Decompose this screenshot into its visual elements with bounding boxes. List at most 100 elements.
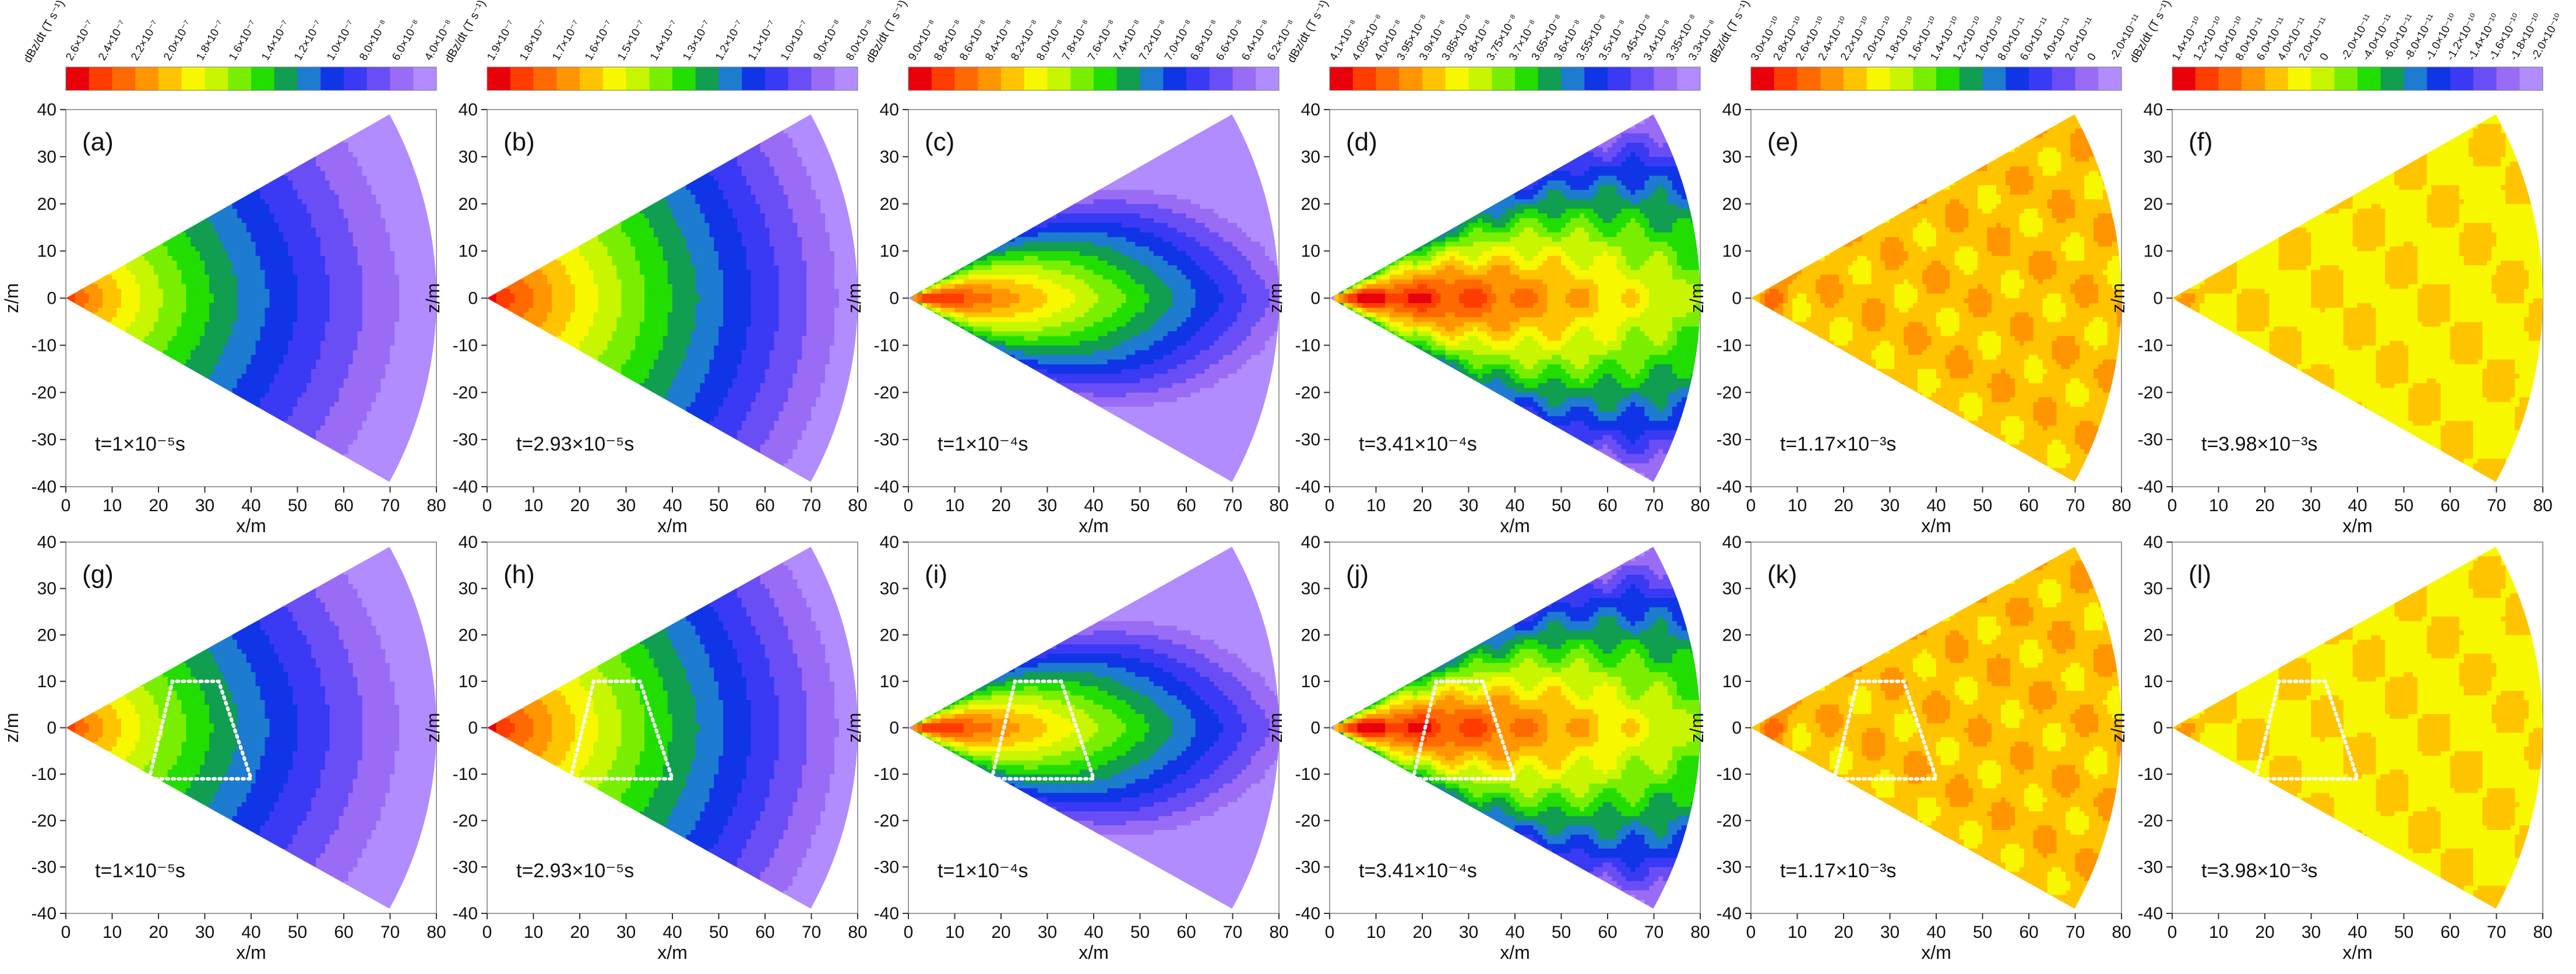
heatmap-cell [325, 359, 330, 364]
heatmap-cell [339, 326, 344, 332]
heatmap-cell [297, 171, 302, 176]
heatmap-cell [297, 416, 302, 421]
heatmap-cell [251, 303, 256, 308]
heatmap-cell [131, 307, 136, 312]
heatmap-cell [302, 175, 307, 181]
heatmap-cell [270, 199, 275, 204]
heatmap-cell [232, 383, 238, 388]
heatmap-cell [260, 331, 266, 336]
heatmap-cell [311, 209, 316, 214]
heatmap-cell [334, 199, 340, 204]
heatmap-cell [274, 209, 279, 214]
heatmap-cell [344, 255, 349, 261]
heatmap-cell [316, 364, 321, 369]
heatmap-cell [270, 350, 275, 355]
heatmap-cell [283, 354, 288, 360]
heatmap-cell [223, 293, 228, 298]
heatmap-cell [256, 270, 261, 275]
heatmap-cell [270, 209, 275, 214]
heatmap-cell [311, 213, 316, 219]
heatmap-cell [288, 175, 293, 181]
heatmap-cell [126, 312, 131, 317]
heatmap-cell [172, 317, 178, 322]
heatmap-cell [223, 359, 228, 364]
heatmap-cell [288, 388, 293, 393]
heatmap-cell [348, 185, 354, 190]
heatmap-cell [260, 227, 266, 233]
heatmap-cell [320, 322, 326, 327]
heatmap-cell [325, 251, 330, 256]
heatmap-cell [112, 317, 117, 322]
heatmap-cell [283, 336, 288, 341]
heatmap-cell [149, 289, 154, 294]
heatmap-cell [251, 227, 256, 233]
heatmap-cell [297, 246, 302, 251]
heatmap-cell [140, 270, 145, 275]
heatmap-cell [246, 345, 252, 350]
heatmap-cell [353, 392, 358, 398]
heatmap-cell [112, 293, 117, 298]
heatmap-cell [168, 275, 173, 280]
heatmap-cell [330, 213, 335, 219]
heatmap-cell [107, 298, 112, 303]
heatmap-cell [232, 203, 238, 209]
heatmap-cell [297, 270, 302, 275]
heatmap-cell [283, 317, 288, 322]
heatmap-cell [223, 312, 228, 317]
heatmap-cell [344, 194, 349, 199]
heatmap-cell [256, 303, 261, 308]
heatmap-cell [219, 354, 224, 360]
heatmap-cell [353, 345, 358, 350]
heatmap-cell [344, 322, 349, 327]
heatmap-cell [297, 298, 302, 303]
heatmap-cell [325, 397, 330, 402]
heatmap-cell [297, 378, 302, 384]
heatmap-cell [348, 175, 354, 181]
heatmap-cell [288, 336, 293, 341]
heatmap-cell [344, 270, 349, 275]
heatmap-cell [214, 232, 219, 237]
heatmap-cell [228, 246, 233, 251]
heatmap-cell [316, 213, 321, 219]
heatmap-cell [158, 298, 164, 303]
heatmap-cell [270, 284, 275, 289]
heatmap-cell [344, 237, 349, 242]
heatmap-cell [279, 331, 284, 336]
heatmap-cell [293, 354, 298, 360]
heatmap-cell [288, 416, 293, 421]
heatmap-cell [302, 185, 307, 190]
heatmap-cell [344, 189, 349, 195]
heatmap-cell [316, 402, 321, 407]
heatmap-cell [339, 340, 344, 346]
heatmap-cell [145, 312, 150, 317]
heatmap-cell [256, 246, 261, 251]
heatmap-cell [265, 388, 270, 393]
heatmap-cell [251, 298, 256, 303]
heatmap-cell [195, 336, 200, 341]
heatmap-cell [265, 392, 270, 398]
heatmap-cell [344, 284, 349, 289]
heatmap-cell [348, 336, 354, 341]
heatmap-cell [191, 261, 196, 266]
heatmap-cell [149, 265, 154, 270]
heatmap-cell [260, 303, 266, 308]
heatmap-cell [195, 261, 200, 266]
heatmap-cell [283, 374, 288, 379]
heatmap-cell [251, 359, 256, 364]
heatmap-cell [84, 289, 90, 294]
heatmap-cell [205, 284, 210, 289]
heatmap-cell [334, 439, 340, 445]
heatmap-cell [121, 303, 126, 308]
heatmap-cell [325, 374, 330, 379]
heatmap-cell [80, 298, 85, 303]
heatmap-cell [223, 317, 228, 322]
heatmap-cell [200, 232, 205, 237]
heatmap-cell [330, 185, 335, 190]
heatmap-cell [306, 392, 312, 398]
heatmap-cell [297, 354, 302, 360]
heatmap-cell [311, 388, 316, 393]
heatmap-cell [325, 383, 330, 388]
heatmap-cell [339, 166, 344, 171]
heatmap-cell [320, 237, 326, 242]
heatmap-cell [131, 303, 136, 308]
